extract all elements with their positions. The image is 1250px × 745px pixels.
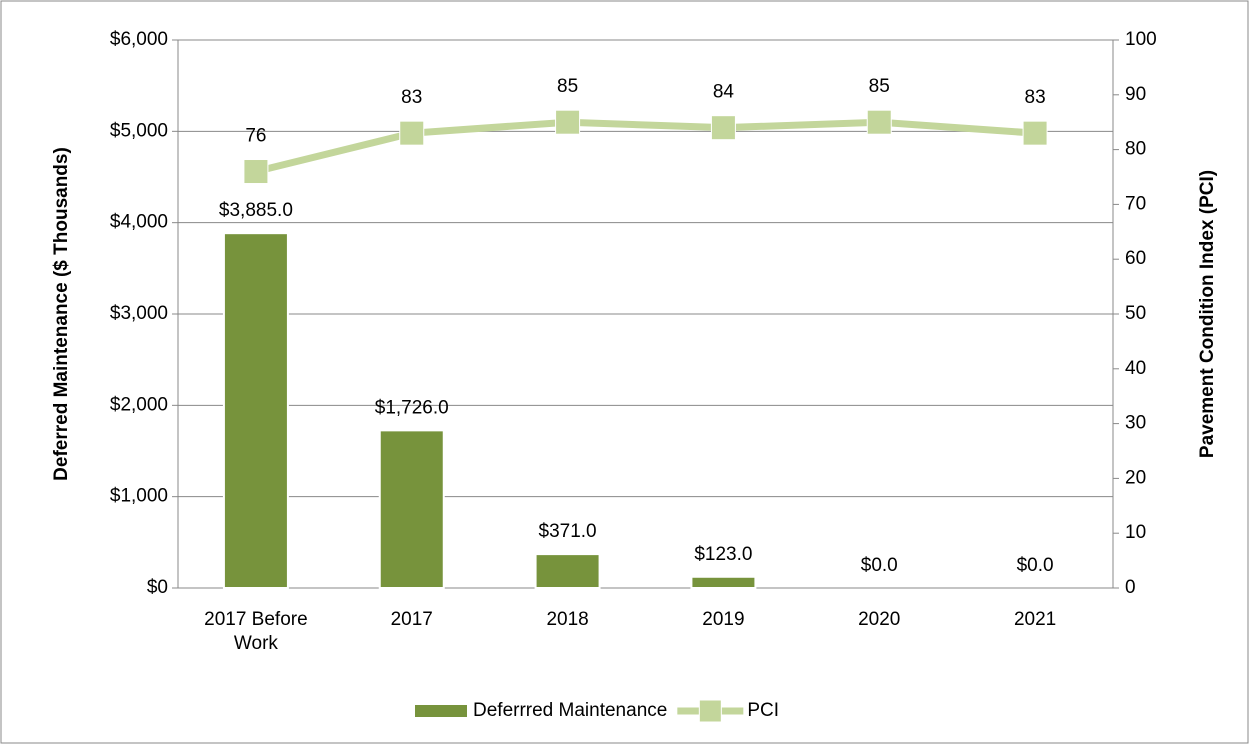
y2-tick-label: 10 bbox=[1125, 522, 1146, 543]
y2-tick-label: 20 bbox=[1125, 467, 1146, 488]
data-label: $0.0 bbox=[1017, 555, 1054, 576]
bar bbox=[534, 553, 601, 590]
data-label: 85 bbox=[869, 76, 890, 97]
legend-swatch bbox=[698, 699, 722, 723]
y2-tick-label: 70 bbox=[1125, 193, 1146, 214]
data-label: 76 bbox=[245, 126, 266, 147]
data-label: $1,726.0 bbox=[375, 397, 449, 418]
y2-tick-label: 60 bbox=[1125, 248, 1146, 269]
data-label: 85 bbox=[557, 76, 578, 97]
y-tick-label: $1,000 bbox=[110, 486, 168, 507]
y2-tick-label: 30 bbox=[1125, 413, 1146, 434]
pci-marker bbox=[1022, 120, 1048, 146]
y-tick-label: $4,000 bbox=[110, 212, 168, 233]
x-tick-label: 2017 bbox=[390, 609, 433, 630]
x-tick-label: 2017 Before Work bbox=[204, 609, 308, 654]
data-label: $0.0 bbox=[861, 555, 898, 576]
x-tick-label: 2021 bbox=[1013, 609, 1057, 630]
data-label: $371.0 bbox=[539, 521, 597, 542]
x-tick-label: 2020 bbox=[858, 609, 901, 630]
y-tick-label: $3,000 bbox=[110, 303, 168, 324]
y-tick-label: $0 bbox=[147, 577, 168, 598]
y2-tick-label: 90 bbox=[1125, 84, 1146, 105]
x-tick-label: 2018 bbox=[546, 609, 589, 630]
y2-tick-label: 50 bbox=[1125, 303, 1146, 324]
pci-marker bbox=[866, 109, 892, 135]
data-label: 84 bbox=[713, 82, 735, 103]
bar bbox=[690, 575, 757, 589]
y2-tick-label: 80 bbox=[1125, 139, 1146, 160]
y-axis-title: Deferred Maintenance ($ Thousands) bbox=[51, 147, 72, 481]
legend-label: PCI bbox=[747, 700, 779, 721]
y2-axis-title: Pavement Condition Index (PCI) bbox=[1197, 170, 1218, 458]
y2-tick-label: 100 bbox=[1125, 29, 1157, 50]
y-tick-label: $5,000 bbox=[110, 120, 168, 141]
legend-swatch bbox=[415, 705, 467, 717]
bar bbox=[378, 429, 445, 589]
data-label: 83 bbox=[401, 87, 422, 108]
legend-label: Deferrred Maintenance bbox=[473, 700, 667, 721]
y-tick-label: $2,000 bbox=[110, 394, 168, 415]
pci-marker bbox=[243, 159, 269, 185]
pci-line bbox=[255, 118, 1036, 175]
pci-marker bbox=[399, 120, 425, 146]
y2-tick-label: 0 bbox=[1125, 577, 1136, 598]
data-label: $123.0 bbox=[694, 544, 752, 565]
bar bbox=[222, 232, 289, 589]
data-label: $3,885.0 bbox=[219, 200, 293, 221]
y2-tick-label: 40 bbox=[1125, 358, 1146, 379]
pci-marker bbox=[555, 109, 581, 135]
pci-marker bbox=[710, 115, 736, 141]
y-tick-label: $6,000 bbox=[110, 29, 168, 50]
x-tick-label: 2019 bbox=[702, 609, 745, 630]
data-label: 83 bbox=[1025, 87, 1046, 108]
